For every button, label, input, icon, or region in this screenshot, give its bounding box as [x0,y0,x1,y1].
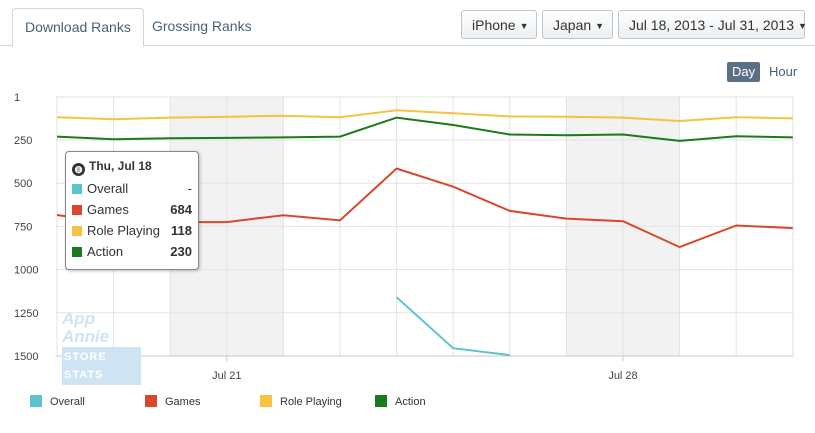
y-tick-label: 500 [14,178,32,190]
tooltip-date: Thu, Jul 18 [89,159,152,173]
chevron-down-icon: ▼ [595,21,605,31]
date-range-label: Jul 18, 2013 - Jul 31, 2013 [629,17,795,33]
legend-swatch [375,395,387,407]
tooltip-header: ◍ Thu, Jul 18 [72,159,152,176]
tooltip-value: 230 [170,244,192,259]
country-dropdown[interactable]: Japan ▼ [542,10,613,39]
y-tick-label: 1000 [14,265,38,277]
watermark-line2: STORE STATS [62,347,141,385]
tab-download-ranks[interactable]: Download Ranks [12,8,144,47]
device-dropdown-label: iPhone [472,17,516,33]
tooltip-label: Games [87,202,129,217]
tooltip-label: Overall [87,181,129,196]
y-tick-label: 1250 [14,308,38,320]
globe-icon: ◍ [72,163,85,176]
chevron-down-icon: ▼ [798,21,807,31]
x-tick-label: Jul 21 [212,370,241,382]
role-playing-swatch [72,226,82,236]
chevron-down-icon: ▼ [519,21,529,31]
series-line-overall [395,296,510,356]
legend-overall[interactable]: Overall [30,395,85,409]
series-line-role-playing [56,109,793,123]
games-swatch [72,205,82,215]
legend-swatch [260,395,272,407]
app-annie-watermark: App Annie STORE STATS [62,310,142,385]
overall-swatch [72,184,82,194]
tooltip-row-overall: Overall - [72,180,192,198]
date-range-dropdown[interactable]: Jul 18, 2013 - Jul 31, 2013 ▼ [618,10,807,39]
series-line-action [56,116,793,142]
watermark-line1: App Annie [62,309,110,346]
y-tick-label: 1500 [14,351,38,363]
legend-swatch [145,395,157,407]
y-tick-label: 750 [14,221,32,233]
tooltip-value: 118 [171,223,192,238]
tooltip-label: Role Playing [87,223,160,238]
legend-games[interactable]: Games [145,395,200,409]
legend-swatch [30,395,42,407]
y-tick-label: 1 [14,92,20,104]
action-swatch [72,247,82,257]
tooltip-value: - [187,181,192,196]
rank-tabs: Download Ranks Grossing Ranks [0,0,815,47]
granularity-day-button[interactable]: Day [727,62,761,82]
legend-label: Action [395,396,426,408]
tooltip-label: Action [87,244,124,259]
country-dropdown-label: Japan [553,17,592,33]
legend-label: Role Playing [280,396,342,408]
data-tooltip: ◍ Thu, Jul 18 Overall - Games 684 Role Play… [65,151,199,270]
legend-label: Games [165,396,201,408]
tooltip-row-action: Action 230 [72,243,192,261]
x-tick-label: Jul 28 [608,370,637,382]
legend-role-playing[interactable]: Role Playing [260,395,342,409]
granularity-hour-button[interactable]: Hour [769,64,798,79]
device-dropdown[interactable]: iPhone ▼ [461,10,537,39]
legend-label: Overall [50,396,85,408]
y-tick-label: 250 [14,135,32,147]
tab-grossing-ranks[interactable]: Grossing Ranks [152,18,252,34]
tooltip-value: 684 [170,202,192,217]
legend-action[interactable]: Action [375,395,426,409]
tooltip-row-role-playing: Role Playing 118 [72,222,192,240]
tooltip-row-games: Games 684 [72,201,192,219]
